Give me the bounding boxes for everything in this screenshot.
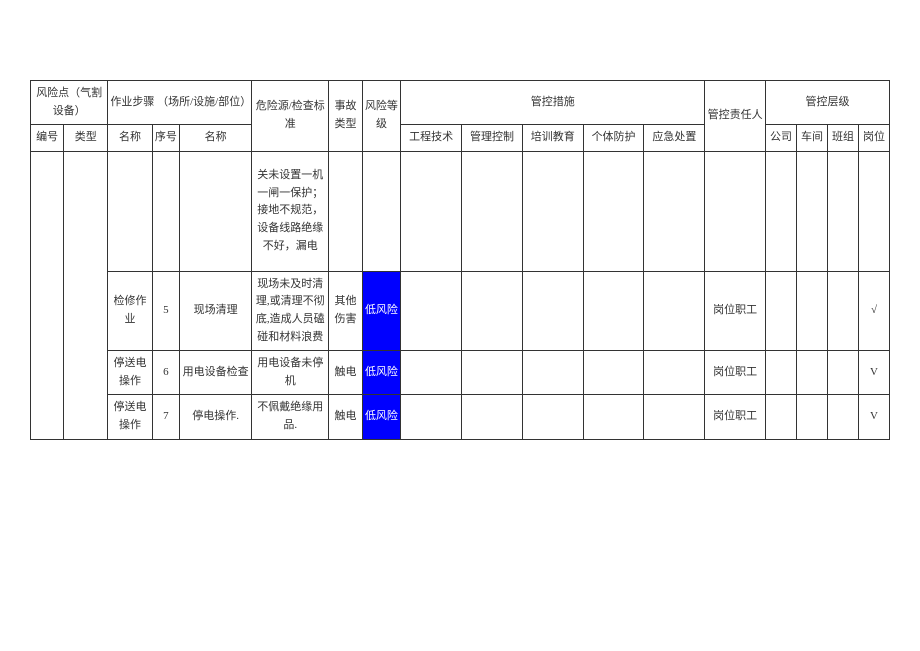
cell-management xyxy=(462,351,523,395)
cell-responsible xyxy=(705,151,766,271)
table-header: 风险点（气割设备） 作业步骤 （场所/设施/部位） 危险源/检查标准 事故类型 … xyxy=(31,81,890,152)
table-row: 检修作业5现场清理现场未及时清理,或清理不彻底,造成人员磕碰和材料浪费其他伤害低… xyxy=(31,271,890,350)
cell-step xyxy=(180,151,252,271)
cell-workshop xyxy=(797,395,828,439)
cell-team xyxy=(827,351,858,395)
cell-step-name xyxy=(108,151,152,271)
cell-hazard: 关未设置一机一闸一保护；接地不规范，设备线路绝缘不好，漏电 xyxy=(252,151,329,271)
cell-company xyxy=(766,271,797,350)
cell-team xyxy=(827,271,858,350)
hdr-ppe: 个体防护 xyxy=(583,125,644,152)
hdr-engineering: 工程技术 xyxy=(401,125,462,152)
table-row: 停送电操作7停电操作.不佩戴绝缘用品.触电低风险 岗位职工 V xyxy=(31,395,890,439)
cell-engineering xyxy=(401,395,462,439)
cell-seq: 7 xyxy=(152,395,180,439)
cell-seq xyxy=(152,151,180,271)
cell-management xyxy=(462,271,523,350)
cell-workshop xyxy=(797,351,828,395)
cell-training xyxy=(522,351,583,395)
cell-step: 现场清理 xyxy=(180,271,252,350)
hdr-control-measures: 管控措施 xyxy=(401,81,705,125)
table-body: 关未设置一机一闸一保护；接地不规范，设备线路绝缘不好，漏电检修作业5现场清理现场… xyxy=(31,151,890,439)
cell-team xyxy=(827,151,858,271)
hdr-type: 类型 xyxy=(64,125,108,152)
cell-post xyxy=(858,151,889,271)
hdr-work-step-group: 作业步骤 （场所/设施/部位） xyxy=(108,81,252,125)
cell-accident: 触电 xyxy=(329,395,362,439)
cell-hazard: 现场未及时清理,或清理不彻底,造成人员磕碰和材料浪费 xyxy=(252,271,329,350)
cell-ppe xyxy=(583,351,644,395)
cell-step: 用电设备检查 xyxy=(180,351,252,395)
cell-hazard: 用电设备未停机 xyxy=(252,351,329,395)
hdr-control-layer: 管控层级 xyxy=(766,81,890,125)
cell-step-name: 停送电操作 xyxy=(108,395,152,439)
cell-seq: 5 xyxy=(152,271,180,350)
cell-emergency xyxy=(644,351,705,395)
cell-accident xyxy=(329,151,362,271)
table-row: 关未设置一机一闸一保护；接地不规范，设备线路绝缘不好，漏电 xyxy=(31,151,890,271)
cell-company xyxy=(766,395,797,439)
cell-step: 停电操作. xyxy=(180,395,252,439)
cell-emergency xyxy=(644,395,705,439)
cell-step-name: 停送电操作 xyxy=(108,351,152,395)
cell-hazard: 不佩戴绝缘用品. xyxy=(252,395,329,439)
hdr-hazard: 危险源/检查标准 xyxy=(252,81,329,152)
cell-ppe xyxy=(583,151,644,271)
cell-id xyxy=(31,151,64,439)
cell-workshop xyxy=(797,151,828,271)
hdr-management: 管理控制 xyxy=(462,125,523,152)
hdr-emergency: 应急处置 xyxy=(644,125,705,152)
cell-workshop xyxy=(797,271,828,350)
cell-responsible: 岗位职工 xyxy=(705,395,766,439)
cell-team xyxy=(827,395,858,439)
hdr-workshop: 车间 xyxy=(797,125,828,152)
cell-accident: 触电 xyxy=(329,351,362,395)
cell-risk-level xyxy=(362,151,401,271)
cell-management xyxy=(462,151,523,271)
hdr-seq: 序号 xyxy=(152,125,180,152)
cell-ppe xyxy=(583,395,644,439)
cell-training xyxy=(522,151,583,271)
hdr-risk-level: 风险等级 xyxy=(362,81,401,152)
hdr-name: 名称 xyxy=(108,125,152,152)
table-row: 停送电操作6用电设备检查用电设备未停机触电低风险 岗位职工 V xyxy=(31,351,890,395)
hdr-post: 岗位 xyxy=(858,125,889,152)
cell-training xyxy=(522,271,583,350)
hdr-step-name: 名称 xyxy=(180,125,252,152)
cell-post: √ xyxy=(858,271,889,350)
cell-ppe xyxy=(583,271,644,350)
cell-engineering xyxy=(401,351,462,395)
cell-responsible: 岗位职工 xyxy=(705,271,766,350)
hdr-responsible: 管控责任人 xyxy=(705,81,766,152)
cell-step-name: 检修作业 xyxy=(108,271,152,350)
cell-risk-level: 低风险 xyxy=(362,395,401,439)
cell-risk-level: 低风险 xyxy=(362,271,401,350)
hdr-training: 培训教育 xyxy=(522,125,583,152)
cell-management xyxy=(462,395,523,439)
risk-assessment-table: 风险点（气割设备） 作业步骤 （场所/设施/部位） 危险源/检查标准 事故类型 … xyxy=(30,80,890,440)
cell-company xyxy=(766,151,797,271)
cell-post: V xyxy=(858,351,889,395)
cell-responsible: 岗位职工 xyxy=(705,351,766,395)
cell-emergency xyxy=(644,151,705,271)
cell-company xyxy=(766,351,797,395)
hdr-risk-point: 风险点（气割设备） xyxy=(31,81,108,125)
cell-engineering xyxy=(401,151,462,271)
hdr-accident: 事故类型 xyxy=(329,81,362,152)
cell-emergency xyxy=(644,271,705,350)
cell-post: V xyxy=(858,395,889,439)
cell-seq: 6 xyxy=(152,351,180,395)
cell-type xyxy=(64,151,108,439)
cell-engineering xyxy=(401,271,462,350)
hdr-id: 编号 xyxy=(31,125,64,152)
cell-accident: 其他伤害 xyxy=(329,271,362,350)
cell-training xyxy=(522,395,583,439)
hdr-company: 公司 xyxy=(766,125,797,152)
cell-risk-level: 低风险 xyxy=(362,351,401,395)
hdr-team: 班组 xyxy=(827,125,858,152)
